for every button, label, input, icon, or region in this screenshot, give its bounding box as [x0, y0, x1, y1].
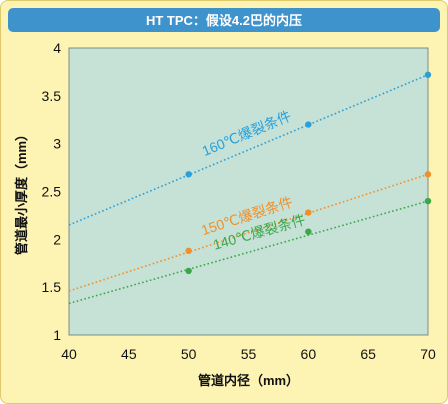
title-bar [8, 8, 440, 32]
trend-line [68, 173, 429, 292]
data-point [424, 197, 432, 205]
data-point [185, 247, 192, 255]
data-point [305, 228, 312, 235]
x-tick-label: 60 [301, 346, 317, 362]
data-point [424, 71, 432, 78]
data-point [305, 121, 312, 128]
x-tick-label: 40 [61, 346, 77, 362]
chart-title: HT TPC：假设4.2巴的内压 [146, 13, 302, 28]
x-axis-label: 管道内径（mm） [198, 373, 299, 388]
x-tick-label: 65 [360, 346, 376, 362]
trend-lines [68, 74, 429, 305]
y-tick-label: 3.5 [42, 88, 62, 104]
x-tick-label: 55 [241, 346, 257, 362]
y-tick-label: 1 [53, 327, 61, 343]
data-point [185, 171, 192, 178]
y-tick-label: 3 [53, 136, 61, 152]
plot-area [68, 47, 429, 336]
x-tick-label: 50 [181, 346, 197, 362]
x-tick-label: 45 [121, 346, 137, 362]
y-tick-label: 2.5 [42, 184, 62, 200]
y-tick-label: 4 [53, 40, 61, 56]
data-points [185, 71, 432, 275]
y-tick-label: 2 [53, 231, 61, 247]
trend-line [68, 74, 429, 226]
y-axis-ticks: 1 1.5 2 2.5 3 3.5 4 [42, 40, 62, 343]
data-point [185, 267, 192, 275]
data-point [305, 209, 312, 216]
data-point [424, 171, 432, 178]
x-tick-label: 70 [420, 346, 436, 362]
y-axis-label: 管道最小厚度（mm） [14, 128, 29, 255]
x-axis-ticks: 40 45 50 55 60 65 70 [61, 346, 436, 362]
y-tick-label: 1.5 [42, 279, 62, 295]
